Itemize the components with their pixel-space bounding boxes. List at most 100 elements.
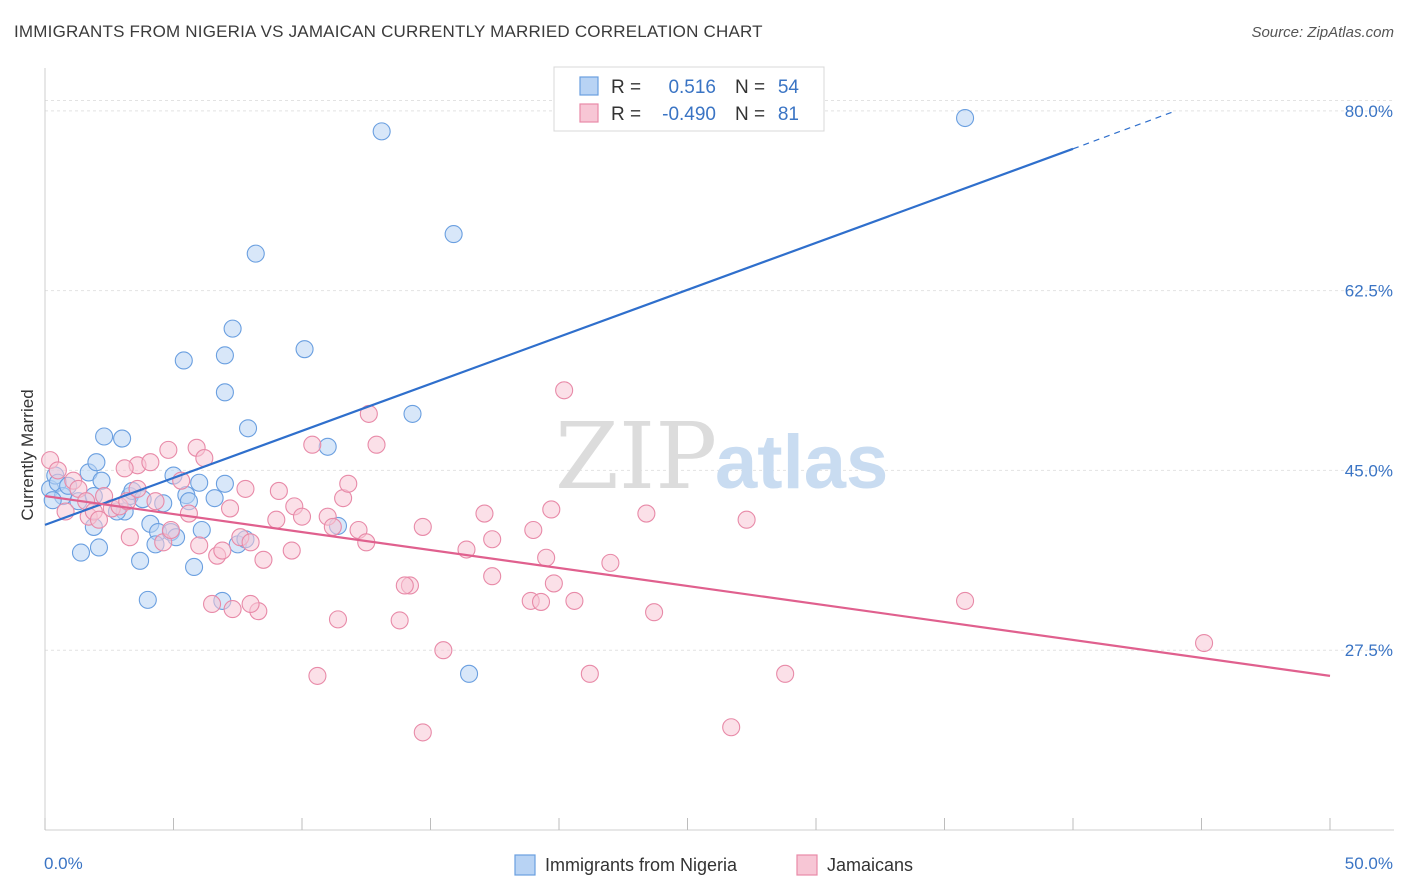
point-0-49 (956, 108, 975, 128)
point-0-31 (205, 489, 224, 508)
point-1-36 (223, 600, 242, 619)
point-0-45 (372, 122, 391, 141)
point-1-66 (542, 500, 561, 519)
stats-swatch-jamaicans (579, 103, 599, 123)
y-tick-label-0: 27.5% (1345, 641, 1393, 660)
point-1-76 (413, 723, 432, 742)
point-0-41 (246, 244, 265, 263)
trend-lines (44, 110, 1331, 677)
y-tick-label-3: 80.0% (1345, 102, 1393, 121)
legend-swatch-nigeria (514, 854, 536, 876)
point-1-8 (89, 510, 109, 529)
x-tick-labels: 0.0% 50.0% (44, 854, 1393, 873)
point-1-63 (524, 520, 543, 540)
point-0-12 (92, 471, 111, 490)
watermark-atlas: atlas (715, 420, 888, 505)
chart-title: IMMIGRANTS FROM NIGERIA VS JAMAICAN CURR… (14, 22, 763, 41)
point-1-60 (483, 530, 502, 549)
point-1-49 (328, 610, 348, 629)
point-1-35 (203, 594, 222, 614)
legend-swatch-jamaicans (796, 854, 818, 876)
point-1-18 (146, 492, 165, 511)
point-1-16 (115, 459, 134, 478)
point-1-77 (956, 591, 975, 610)
stats-n-value-2: 81 (778, 104, 799, 125)
point-1-44 (308, 666, 327, 685)
point-1-14 (120, 528, 139, 547)
point-1-33 (254, 550, 273, 569)
trend-line-1 (44, 495, 1331, 677)
watermark: ZIP atlas (555, 403, 888, 510)
point-0-43 (318, 437, 337, 456)
trend-line-0 (44, 147, 1074, 526)
point-1-29 (220, 499, 240, 518)
stats-n-value-1: 54 (778, 77, 800, 98)
point-0-42 (295, 340, 314, 359)
point-1-61 (483, 567, 502, 586)
point-1-57 (434, 641, 453, 660)
point-0-22 (131, 551, 150, 570)
series-nigeria-points (41, 108, 975, 683)
x-tick-label-0: 0.0% (44, 854, 83, 873)
point-1-68 (555, 381, 574, 400)
point-0-46 (403, 404, 422, 423)
point-0-8 (89, 538, 109, 557)
point-1-73 (722, 718, 741, 737)
point-1-56 (413, 517, 432, 536)
point-1-32 (241, 533, 260, 552)
y-axis-label: Currently Married (18, 389, 37, 520)
point-1-74 (737, 510, 756, 529)
point-0-38 (223, 319, 242, 338)
y-tick-label-2: 62.5% (1345, 282, 1393, 301)
point-0-29 (190, 473, 209, 492)
legend-label-jamaicans: Jamaicans (827, 855, 913, 875)
point-1-17 (141, 453, 160, 472)
point-0-40 (238, 419, 258, 438)
point-0-13 (113, 429, 132, 448)
point-0-39 (215, 383, 234, 402)
watermark-zip: ZIP (555, 403, 717, 510)
point-1-67 (544, 574, 563, 593)
point-1-46 (323, 517, 342, 536)
point-0-9 (71, 543, 91, 562)
point-1-42 (292, 507, 312, 526)
legend-label-nigeria: Immigrants from Nigeria (545, 855, 738, 875)
point-1-43 (303, 435, 322, 454)
point-0-28 (192, 520, 211, 540)
stats-r-value-2: -0.490 (662, 104, 716, 125)
stats-r-value-1: 0.516 (668, 77, 716, 98)
legend: Immigrants from Nigeria Jamaicans (514, 854, 913, 876)
point-0-30 (185, 557, 204, 577)
point-0-48 (459, 664, 479, 683)
source-label: Source: ZipAtlas.com (1251, 24, 1394, 41)
point-1-71 (645, 603, 664, 622)
point-1-38 (269, 481, 288, 501)
point-1-75 (776, 664, 795, 683)
stats-r-label-1: R = (611, 77, 641, 98)
point-1-72 (637, 504, 656, 523)
point-1-59 (475, 504, 494, 523)
trend-line-extension-0 (1072, 110, 1177, 150)
point-0-47 (444, 225, 463, 244)
point-0-11 (95, 427, 114, 446)
point-1-40 (282, 541, 301, 560)
point-1-65 (531, 592, 551, 611)
stats-n-label-1: N = (735, 77, 765, 98)
point-1-20 (161, 520, 180, 540)
x-tick-label-1: 50.0% (1345, 854, 1393, 873)
point-1-31 (236, 479, 255, 498)
point-1-39 (267, 510, 286, 529)
y-tick-label-1: 45.0% (1345, 461, 1393, 480)
point-1-21 (159, 440, 178, 459)
point-0-10 (87, 453, 106, 472)
point-1-26 (190, 536, 209, 555)
point-1-64 (537, 548, 556, 567)
point-1-53 (367, 435, 386, 454)
point-0-37 (215, 346, 234, 365)
stats-r-label-2: R = (611, 104, 641, 125)
point-1-23 (179, 504, 198, 523)
point-0-36 (174, 351, 193, 370)
point-1-78 (1195, 633, 1214, 653)
stats-n-label-2: N = (735, 104, 765, 125)
